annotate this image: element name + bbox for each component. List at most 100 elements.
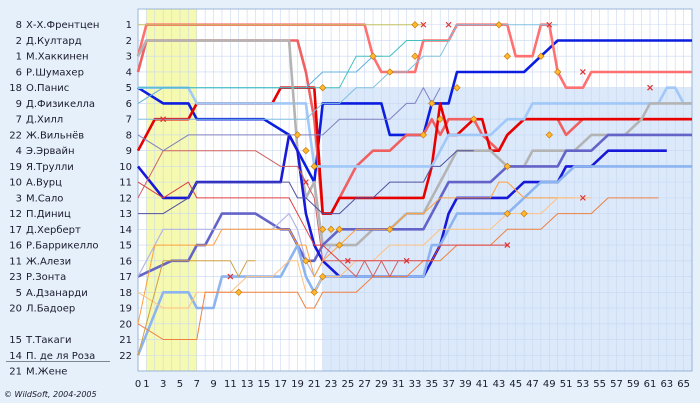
x-tick-label: 61 [644,379,657,390]
driver-name-label: Т.Такаги [25,335,71,346]
x-tick-label: 55 [593,379,606,390]
x-tick-label: 7 [194,379,200,390]
series-line [137,197,659,340]
pit-stop-marker [411,52,419,60]
x-tick-label: 21 [308,379,321,390]
pit-stop-marker [436,115,444,123]
driver-number-label: 6 [16,67,22,78]
position-tick-label: 21 [119,335,132,346]
position-tick-label: 22 [119,351,132,362]
x-tick-label: 57 [610,379,623,390]
x-axis-ticks: 0 1 3 5 7 9 11 13 15 17 19 21 23 25 27 29 31 33 35 37 39 41 43… [135,379,690,390]
position-tick-label: 11 [119,178,132,189]
position-tick-label: 1 [126,20,132,31]
driver-number-label: 14 [9,351,22,362]
pit-stop-marker [428,99,436,108]
position-tick-label: 13 [119,209,132,220]
driver-name-label: А.Дзанарди [26,288,88,299]
pit-stop-marker [503,52,511,60]
pit-stop-marker [495,21,503,29]
driver-number-label: 15 [9,335,22,346]
retirement-marker [420,21,427,28]
x-tick-label: 31 [392,379,405,390]
position-tick-label: 4 [126,67,132,78]
driver-number-label: 9 [16,99,22,110]
pit-stop-marker [302,257,310,265]
x-tick-label: 45 [509,379,522,390]
x-tick-label: 37 [442,379,455,390]
position-tick-label: 19 [119,304,132,315]
driver-number-label: 10 [9,178,22,189]
x-tick-label: 49 [543,379,556,390]
position-tick-label: 16 [119,256,132,267]
driver-name-label: П. де ля Роза [26,351,95,362]
pit-stop-marker [503,162,511,171]
x-tick-label: 29 [375,379,388,390]
retirement-marker [403,257,410,264]
plot-layer [136,8,693,372]
pit-stop-marker [503,209,511,218]
x-tick-label: 43 [493,379,506,390]
driver-name-label: Д.Хилл [26,115,63,126]
x-tick-label: 11 [224,379,237,390]
driver-number-label: 21 [9,367,22,378]
series-line [138,150,474,215]
series-line [138,24,558,120]
position-tick-label: 12 [119,193,132,204]
series-line [137,181,575,324]
x-tick-label: 27 [358,379,371,390]
position-tick-label: 5 [126,83,132,94]
position-tick-label: 18 [119,288,132,299]
pit-stop-marker [310,288,318,296]
x-tick-label: 3 [160,379,166,390]
retirement-marker [546,21,553,28]
driver-name-label: Р.Шумахер [26,67,84,78]
x-tick-label: 0 [135,379,141,390]
pit-stop-marker [369,52,377,60]
position-tick-label: 3 [126,52,132,63]
series-line [137,181,508,262]
position-tick-label: 14 [119,225,132,236]
driver-name-label: Р.Зонта [26,272,66,283]
driver-name-label: Я.Трулли [26,162,74,173]
pit-stop-marker [310,162,318,171]
driver-name-label: Д.Култард [26,36,82,47]
driver-number-label: 16 [9,241,22,252]
driver-name-label: Р.Баррикелло [26,241,99,252]
retirement-marker [647,84,653,91]
driver-name-label: М.Сало [26,193,63,204]
retirement-marker [579,194,586,201]
pit-stop-marker [419,131,428,139]
series-line [137,87,441,152]
x-tick-label: 33 [409,379,422,390]
pit-stop-marker [335,241,344,249]
driver-number-label: 22 [9,130,22,141]
position-tick-label: 15 [119,241,132,252]
pit-stop-marker [411,21,419,29]
x-tick-label: 51 [560,379,573,390]
x-tick-label: 15 [258,379,271,390]
driver-number-label: 20 [9,304,22,315]
driver-name-label: Д.Херберт [26,225,81,236]
x-tick-label: 5 [177,379,183,390]
position-tick-label: 9 [126,146,132,157]
driver-number-label: 5 [16,288,22,299]
retirement-marker [227,273,234,280]
driver-number-label: 2 [16,36,22,47]
series-line [138,40,449,89]
pit-stop-marker [520,209,528,218]
driver-name-label: Д.Физикелла [26,99,95,110]
x-tick-label: 59 [627,379,640,390]
driver-number-label: 17 [9,225,22,236]
series-line [137,260,256,356]
pit-stop-marker [319,225,327,233]
retirement-marker [504,242,511,249]
driver-name-label: Ж.Вильнёв [26,130,84,141]
driver-name-label: Х-Х.Френтцен [26,20,99,31]
pit-stop-marker [386,68,394,76]
pit-stop-marker [327,225,335,233]
pit-stop-marker [293,131,302,139]
x-tick-label: 63 [660,379,673,390]
